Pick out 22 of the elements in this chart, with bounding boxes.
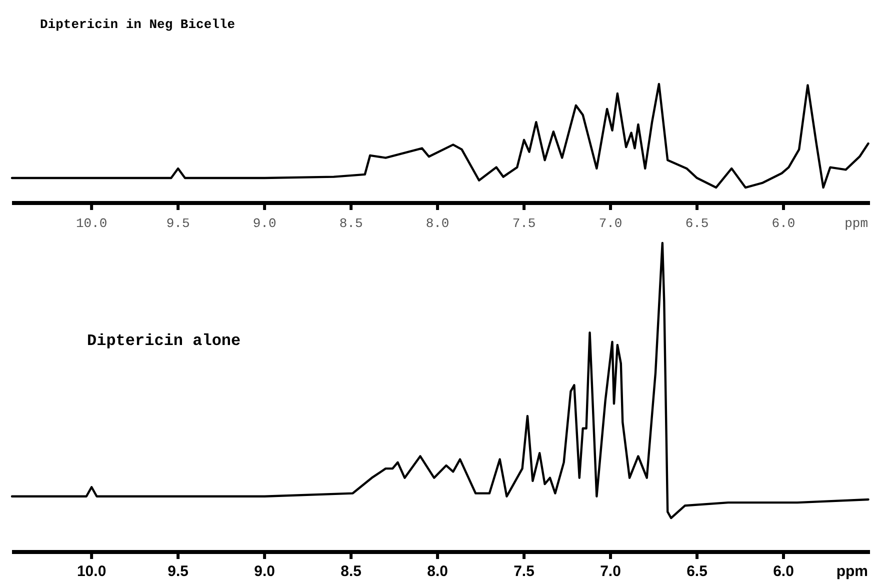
text: Diptericin alone bbox=[87, 332, 241, 350]
x-tick-label: 10.0 bbox=[76, 216, 108, 231]
x-tick-label: 9.5 bbox=[166, 216, 190, 231]
x-axis-title: ppm bbox=[836, 563, 868, 580]
x-tick-label: 6.5 bbox=[686, 563, 708, 580]
x-tick-label: 8.0 bbox=[426, 216, 450, 231]
x-tick-label: 7.5 bbox=[512, 216, 536, 231]
x-tick-label: 8.0 bbox=[427, 563, 448, 580]
x-tick-label: 6.0 bbox=[772, 216, 796, 231]
x-tick-label: 8.5 bbox=[340, 563, 362, 580]
x-tick-label: 9.0 bbox=[254, 563, 275, 580]
x-tick-label: 9.0 bbox=[252, 216, 276, 231]
x-tick-label: 7.5 bbox=[514, 563, 534, 580]
x-tick-label: 9.5 bbox=[168, 563, 188, 580]
x-tick-label: 7.0 bbox=[600, 563, 621, 580]
x-tick-label: 6.5 bbox=[685, 216, 709, 231]
x-tick-label: 7.0 bbox=[598, 216, 622, 231]
x-axis-title: ppm bbox=[844, 216, 868, 231]
x-tick-label: 10.0 bbox=[76, 563, 106, 580]
x-tick-label: 8.5 bbox=[339, 216, 363, 231]
chart-title: Diptericin in Neg Bicelle bbox=[40, 17, 236, 32]
x-tick-label: 6.0 bbox=[773, 563, 794, 580]
